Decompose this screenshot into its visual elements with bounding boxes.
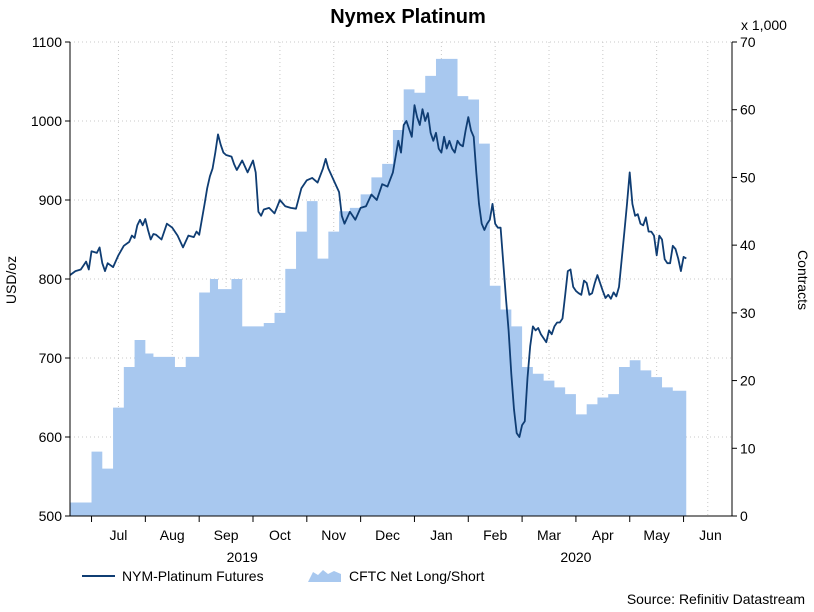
- legend-area-swatch: [308, 570, 341, 582]
- x-tick-label-month: May: [643, 527, 669, 543]
- chart-title: Nymex Platinum: [330, 6, 486, 28]
- x-axis-ticks: Jul Aug Sep Oct Nov Dec Jan Feb Mar Apr May Jun 2019…: [91, 516, 722, 565]
- cftc-net-area: [70, 58, 687, 517]
- legend: NYM-Platinum Futures CFTC Net Long/Short: [82, 568, 484, 584]
- cftc-area-layer: [70, 58, 687, 517]
- y-left-tick-label: 800: [39, 271, 63, 287]
- legend-label-cftc: CFTC Net Long/Short: [349, 568, 484, 584]
- y-left-tick-label: 1000: [31, 113, 62, 129]
- x-tick-label-month: Feb: [483, 527, 507, 543]
- x-tick-label-month: Jul: [109, 527, 127, 543]
- y-right-tick-label: 60: [740, 102, 756, 118]
- x-tick-label-year: 2020: [560, 549, 591, 565]
- x-tick-label-month: Aug: [160, 527, 185, 543]
- y-right-tick-label: 0: [740, 508, 748, 524]
- y-left-tick-label: 500: [39, 508, 63, 524]
- y-axis-left-ticks: 500 600 700 800 900 1000 1100: [31, 34, 70, 524]
- y2-multiplier-label: x 1,000: [741, 17, 787, 33]
- y-left-tick-label: 700: [39, 350, 63, 366]
- y-left-tick-label: 600: [39, 429, 63, 445]
- x-tick-label-month: Oct: [269, 527, 291, 543]
- x-tick-label-month: Mar: [537, 527, 561, 543]
- y-right-tick-label: 10: [740, 440, 756, 456]
- y-right-tick-label: 20: [740, 373, 756, 389]
- y-right-tick-label: 70: [740, 34, 756, 50]
- futures-line-layer: [69, 104, 687, 438]
- x-tick-label-year: 2019: [227, 549, 258, 565]
- y-right-tick-label: 30: [740, 305, 756, 321]
- y-axis-left-label: USD/oz: [3, 256, 19, 304]
- source-note: Source: Refinitiv Datastream: [627, 591, 805, 607]
- y-axis-right-label: Contracts: [795, 250, 811, 310]
- y-right-tick-label: 50: [740, 169, 756, 185]
- y-axis-right-ticks: 0 10 20 30 40 50 60 70: [732, 34, 756, 524]
- x-tick-label-month: Apr: [592, 527, 614, 543]
- platinum-futures-line: [69, 104, 687, 438]
- x-tick-label-month: Sep: [214, 527, 239, 543]
- y-right-tick-label: 40: [740, 237, 756, 253]
- x-tick-label-month: Jan: [430, 527, 453, 543]
- y-left-tick-label: 1100: [32, 34, 62, 50]
- y-left-tick-label: 900: [39, 192, 63, 208]
- x-tick-label-month: Jun: [699, 527, 722, 543]
- legend-label-futures: NYM-Platinum Futures: [122, 568, 264, 584]
- x-tick-label-month: Dec: [375, 527, 400, 543]
- x-tick-label-month: Nov: [321, 527, 346, 543]
